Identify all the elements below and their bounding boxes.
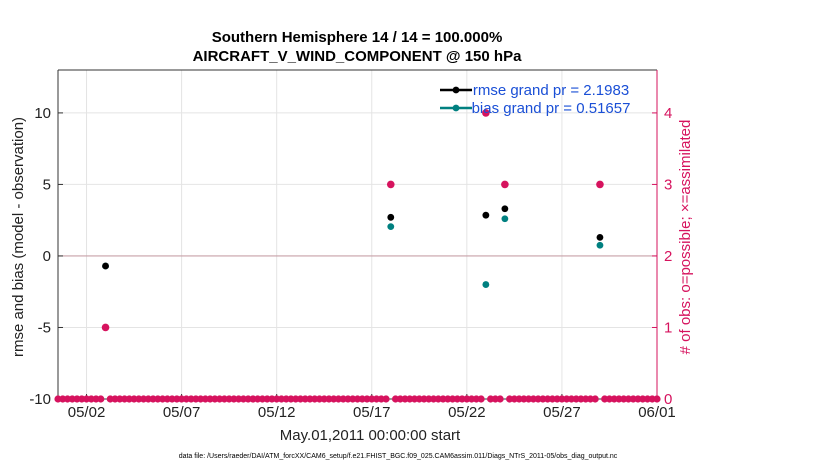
data-file-footer: data file: /Users/raeder/DAI/ATM_forcXX/… (179, 453, 618, 460)
y-tick-label-left: 0 (43, 248, 51, 265)
y-tick-label-left: -5 (38, 319, 51, 336)
x-tick-label: 05/12 (258, 404, 296, 421)
obs-count-zero-point (97, 395, 105, 403)
x-tick-label: 05/22 (448, 404, 486, 421)
x-tick-label: 05/07 (163, 404, 201, 421)
obs-count-zero-point (591, 395, 599, 403)
rmse-point (501, 205, 509, 213)
y-tick-label-left: 5 (43, 176, 51, 193)
y-tick-label-left: -10 (29, 391, 51, 408)
grid (58, 70, 658, 400)
obs-count-point (386, 180, 395, 189)
y-tick-label-right: 4 (664, 105, 672, 122)
x-tick-label: 05/17 (353, 404, 391, 421)
rmse-point (387, 213, 395, 221)
legend-marker-rmse (452, 86, 460, 94)
x-tick-label: 05/27 (543, 404, 581, 421)
y-tick-label-left: 10 (34, 105, 51, 122)
y-tick-label-right: 2 (664, 248, 672, 265)
obs-count-point (596, 180, 604, 189)
obs-count-zero-point (477, 395, 485, 403)
obs-count-zero-point (382, 395, 390, 403)
x-axis-title: May.01,2011 00:00:00 start (280, 427, 461, 444)
y-axis-right-title: # of obs: o=possible; ×=assimilated (677, 120, 694, 355)
bias-point (387, 223, 395, 231)
obs-count-point (501, 180, 509, 189)
y-axis-left-title: rmse and bias (model - observation) (10, 117, 27, 357)
x-tick-label: 05/02 (68, 404, 106, 421)
y-tick-label-right: 3 (664, 176, 672, 193)
y-tick-label-right: 0 (664, 391, 672, 408)
legend-marker-bias (452, 104, 460, 112)
bias-point (482, 281, 490, 288)
rmse-point (102, 262, 109, 270)
rmse-point (482, 211, 490, 219)
plot-area (58, 70, 657, 399)
obs-count-point (101, 323, 110, 332)
obs-count-point (482, 109, 490, 117)
y-tick-label-right: 1 (664, 319, 672, 336)
x-tick-label: 06/01 (638, 404, 676, 421)
chart-title-line2: AIRCRAFT_V_WIND_COMPONENT @ 150 hPa (193, 48, 523, 65)
data-marks (54, 109, 661, 403)
legend-label-bias: bias grand pr = 0.51657 (472, 100, 631, 117)
obs-count-zero-point (496, 395, 504, 403)
chart-title-line1: Southern Hemisphere 14 / 14 = 100.000% (212, 29, 503, 46)
bias-point (501, 215, 509, 223)
obs-count-zero-point (653, 395, 661, 403)
legend-label-rmse: rmse grand pr = 2.1983 (473, 82, 629, 99)
bias-point (596, 241, 604, 249)
rmse-point (596, 233, 604, 241)
